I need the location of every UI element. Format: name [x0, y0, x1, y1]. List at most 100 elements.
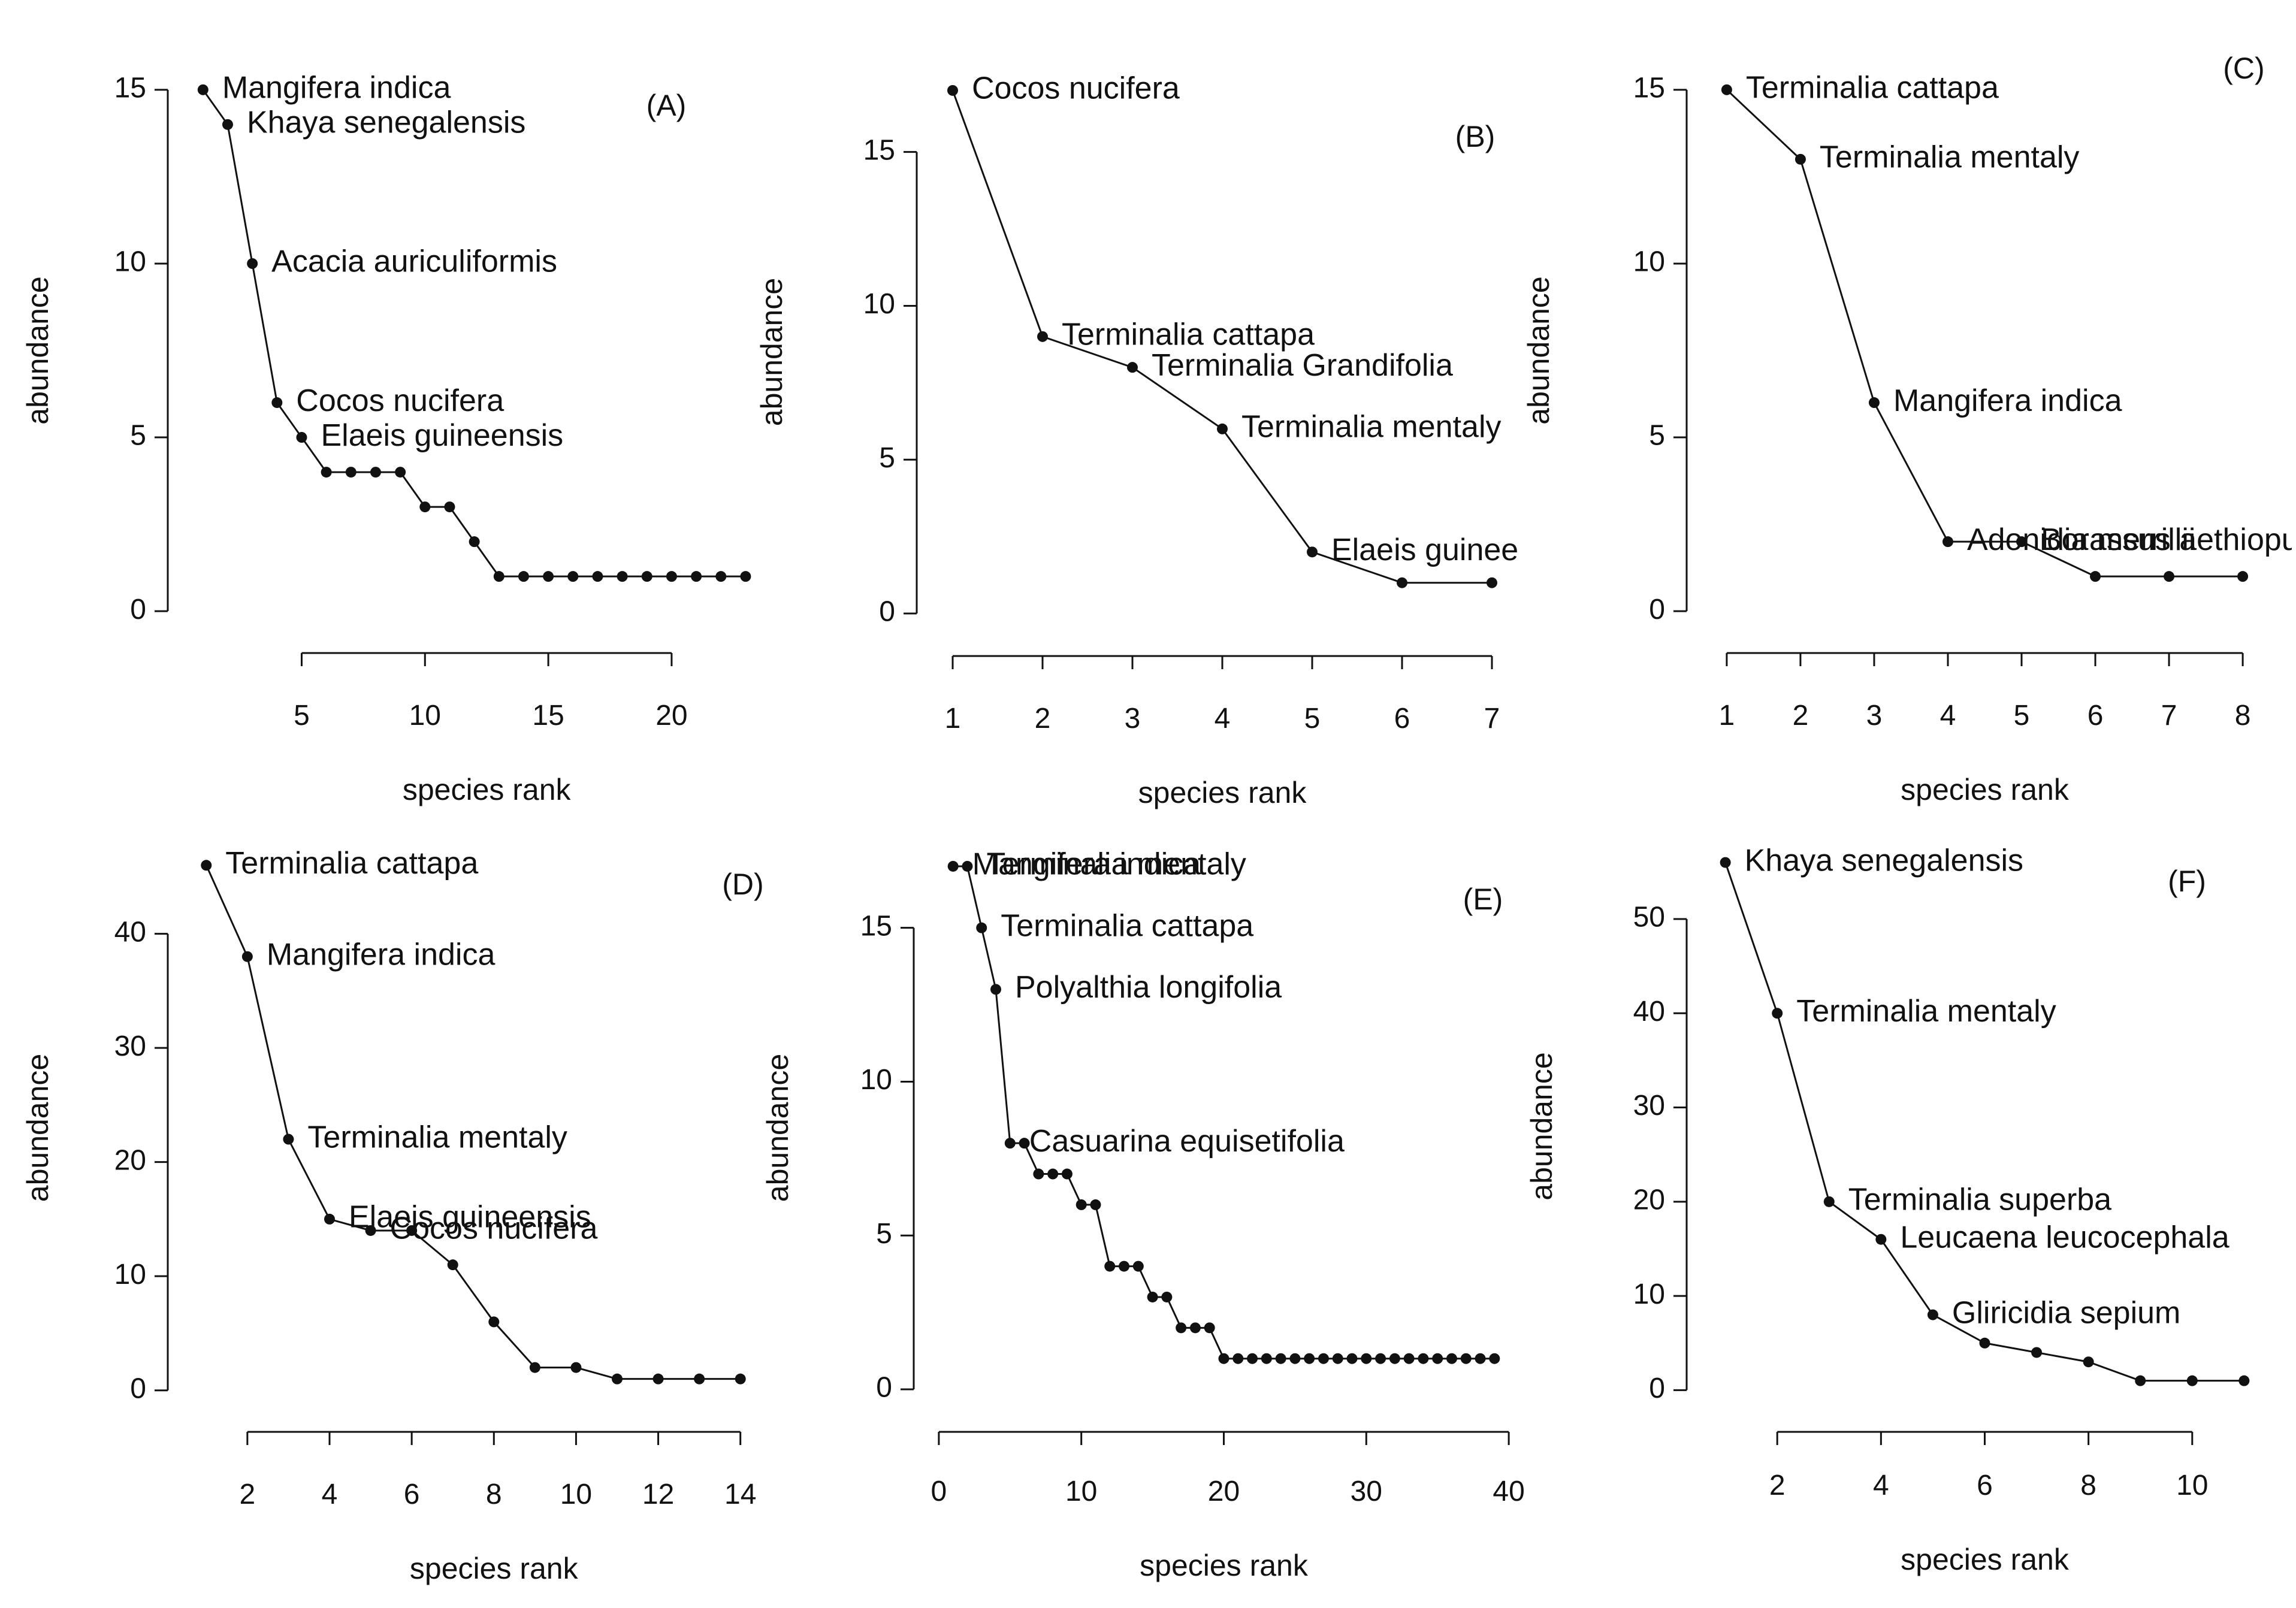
data-point	[283, 1134, 294, 1145]
data-point	[529, 1362, 540, 1373]
y-tick-label: 0	[1649, 1373, 1665, 1404]
species-label: Elaeis guinee	[1331, 533, 1518, 567]
y-tick-label: 40	[114, 916, 146, 948]
data-point	[1487, 577, 1497, 588]
data-point	[1076, 1199, 1087, 1210]
y-tick-label: 15	[860, 910, 892, 942]
panel-d: 0 10 20 30 40 2 4 6 8 10 12 14 species rank abundance…	[21, 846, 764, 1585]
x-tick-label: 3	[1866, 700, 1883, 732]
data-point	[1204, 1322, 1215, 1334]
y-tick-label: 15	[863, 134, 895, 166]
data-point	[1403, 1353, 1415, 1364]
data-point	[2083, 1356, 2094, 1368]
data-point	[2016, 536, 2028, 548]
panel-b: 0 5 10 15 1 2 3 4 5 6 7 species rank abundance (B) Coc…	[755, 71, 1518, 809]
y-tick-label: 20	[1633, 1184, 1665, 1216]
x-tick-label: 2	[240, 1479, 256, 1510]
y-tick-label: 10	[863, 288, 895, 320]
data-point	[1772, 1008, 1783, 1019]
x-tick-label: 3	[1125, 703, 1141, 735]
data-point	[1217, 423, 1228, 434]
data-point	[990, 984, 1002, 995]
species-label: Khaya senegalensis	[247, 105, 525, 140]
data-point	[2186, 1375, 2198, 1386]
data-point	[1147, 1291, 1158, 1302]
species-label: Mangifera indica	[972, 847, 1201, 882]
data-point	[1104, 1261, 1116, 1272]
species-label: Terminalia cattapa	[1001, 908, 1253, 943]
data-point	[694, 1373, 705, 1385]
x-tick-label: 14	[724, 1479, 756, 1510]
x-axis-title: species rank	[1901, 773, 2070, 806]
x-tick-label: 8	[486, 1479, 502, 1510]
data-point	[2237, 571, 2249, 582]
y-axis-title: abundance	[1522, 276, 1555, 424]
data-point	[1161, 1291, 1173, 1302]
x-tick-label: 1	[945, 703, 961, 735]
data-point	[1397, 577, 1407, 588]
y-tick-label: 10	[860, 1064, 892, 1096]
y-tick-label: 0	[130, 1373, 146, 1404]
y-tick-label: 5	[876, 1218, 892, 1250]
data-point	[740, 571, 751, 582]
species-label: Terminalia cattapa	[1746, 71, 1999, 105]
data-point	[1307, 546, 1318, 558]
y-axis-title: abundance	[761, 1054, 794, 1202]
data-point	[976, 922, 987, 933]
x-axis-title: species rank	[1138, 776, 1307, 809]
x-tick-label: 20	[655, 700, 687, 732]
y-tick-label: 30	[1633, 1090, 1665, 1122]
data-point	[1927, 1309, 1938, 1320]
x-tick-label: 4	[1940, 700, 1956, 732]
species-label: Gliricidia sepium	[1952, 1295, 2180, 1330]
data-point	[612, 1373, 623, 1385]
species-label: Casuarina equisetifolia	[1029, 1124, 1345, 1159]
data-point	[2031, 1347, 2043, 1358]
y-tick-label: 10	[114, 246, 146, 278]
data-point	[691, 571, 702, 582]
data-point	[447, 1259, 458, 1271]
y-tick-label: 40	[1633, 996, 1665, 1027]
species-label: Mangifera indica	[222, 71, 451, 105]
data-point	[488, 1316, 500, 1328]
x-tick-label: 4	[1215, 703, 1231, 735]
x-tick-label: 5	[294, 700, 310, 732]
panel-tag: (E)	[1463, 882, 1503, 916]
species-label: Terminalia cattapa	[225, 846, 478, 881]
panel-e: 0 5 10 15 0 10 20 30 40 species rank abundance (E) M…	[761, 847, 1525, 1582]
data-point	[1189, 1322, 1201, 1334]
species-label: Terminalia Grandifolia	[1152, 348, 1453, 383]
y-tick-label: 5	[1649, 420, 1665, 452]
species-label: Adonidia merrillii	[1967, 522, 2195, 557]
data-point	[567, 571, 579, 582]
data-point	[962, 860, 973, 872]
data-point	[1318, 1353, 1329, 1364]
y-tick-label: 5	[879, 442, 895, 474]
x-tick-label: 15	[532, 700, 564, 732]
data-point	[1090, 1199, 1101, 1210]
data-point	[2090, 571, 2101, 582]
data-point	[1460, 1353, 1472, 1364]
data-point	[715, 571, 727, 582]
species-label: Borassus aethiopum	[2041, 522, 2296, 557]
x-axis-title: species rank	[1140, 1549, 1309, 1582]
species-label: Terminalia mentaly	[1796, 994, 2056, 1029]
panel-tag: (F)	[2168, 865, 2206, 898]
y-axis-title: abundance	[1525, 1052, 1558, 1200]
data-point	[2238, 1375, 2250, 1386]
data-point	[2135, 1375, 2146, 1386]
data-point	[444, 501, 455, 513]
data-point	[947, 860, 959, 872]
species-label: Khaya senegalensis	[1745, 843, 2023, 878]
data-point	[1489, 1353, 1500, 1364]
data-point	[947, 84, 958, 96]
data-point	[592, 571, 603, 582]
x-tick-label: 10	[1065, 1476, 1097, 1507]
data-point	[1033, 1168, 1044, 1180]
data-point	[197, 84, 209, 95]
data-point	[666, 571, 677, 582]
data-point	[1304, 1353, 1315, 1364]
